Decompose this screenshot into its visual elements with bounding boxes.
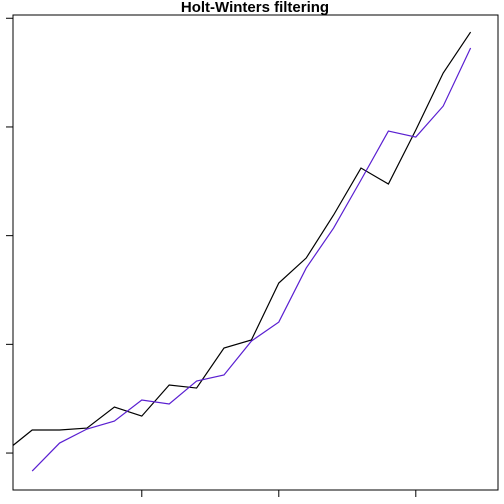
series-line — [31, 47, 472, 472]
series-line — [13, 31, 472, 447]
plot-frame — [12, 14, 499, 491]
plot-area — [13, 31, 472, 472]
chart-title: Holt-Winters filtering — [181, 0, 329, 16]
